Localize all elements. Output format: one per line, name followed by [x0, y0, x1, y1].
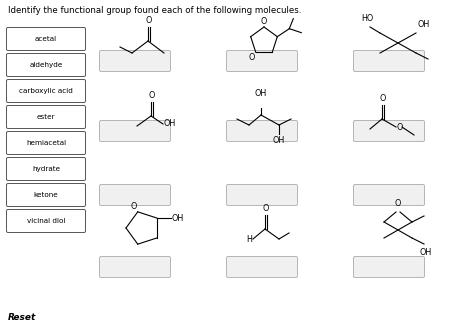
Text: OH: OH [418, 20, 430, 29]
Text: O: O [380, 94, 386, 103]
FancyBboxPatch shape [227, 121, 298, 141]
Text: aldehyde: aldehyde [29, 62, 63, 68]
FancyBboxPatch shape [354, 184, 425, 206]
Text: OH: OH [273, 136, 285, 145]
Text: carboxylic acid: carboxylic acid [19, 88, 73, 94]
FancyBboxPatch shape [100, 121, 171, 141]
Text: O: O [130, 202, 137, 211]
FancyBboxPatch shape [7, 183, 85, 207]
Text: O: O [248, 53, 255, 62]
Text: ketone: ketone [34, 192, 58, 198]
FancyBboxPatch shape [100, 256, 171, 278]
Text: O: O [395, 199, 401, 208]
Text: OH: OH [255, 89, 267, 98]
Text: OH: OH [172, 213, 184, 222]
Text: O: O [397, 123, 403, 131]
Text: HO: HO [362, 14, 374, 23]
FancyBboxPatch shape [7, 158, 85, 180]
Text: O: O [263, 204, 269, 213]
FancyBboxPatch shape [100, 184, 171, 206]
FancyBboxPatch shape [100, 50, 171, 72]
Text: vicinal diol: vicinal diol [27, 218, 65, 224]
Text: OH: OH [164, 120, 176, 128]
Text: O: O [149, 91, 155, 100]
FancyBboxPatch shape [227, 256, 298, 278]
Text: O: O [146, 16, 152, 25]
Text: O: O [261, 17, 267, 26]
Text: H: H [246, 235, 252, 244]
FancyBboxPatch shape [354, 50, 425, 72]
Text: acetal: acetal [35, 36, 57, 42]
FancyBboxPatch shape [354, 256, 425, 278]
Text: Identify the functional group found each of the following molecules.: Identify the functional group found each… [8, 6, 301, 15]
Text: hydrate: hydrate [32, 166, 60, 172]
FancyBboxPatch shape [7, 210, 85, 233]
Text: ester: ester [36, 114, 55, 120]
Text: OH: OH [420, 248, 432, 257]
FancyBboxPatch shape [227, 184, 298, 206]
FancyBboxPatch shape [7, 106, 85, 128]
FancyBboxPatch shape [227, 50, 298, 72]
FancyBboxPatch shape [7, 80, 85, 102]
FancyBboxPatch shape [354, 121, 425, 141]
FancyBboxPatch shape [7, 53, 85, 77]
Text: hemiacetal: hemiacetal [26, 140, 66, 146]
Text: Reset: Reset [8, 313, 36, 322]
FancyBboxPatch shape [7, 131, 85, 155]
FancyBboxPatch shape [7, 28, 85, 50]
